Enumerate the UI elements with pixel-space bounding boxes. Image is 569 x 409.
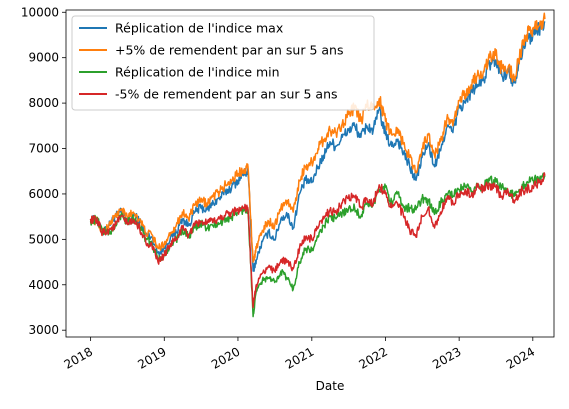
y-tick-label: 4000 [28,278,59,292]
series-line-4 [89,172,546,309]
legend-label: +5% de remendent par an sur 5 ans [115,43,343,58]
y-tick-label: 8000 [28,96,59,110]
legend-label: -5% de remendent par an sur 5 ans [115,87,338,102]
x-tick-label: 2020 [209,344,242,371]
x-tick-label: 2021 [283,344,316,371]
y-axis: 3000 4000 5000 6000 7000 8000 9000 10000 [21,5,66,337]
x-axis-label: Date [316,379,345,393]
x-tick-label: 2024 [504,344,537,371]
series-line-2 [89,12,546,263]
x-tick-label: 2019 [135,344,168,371]
series-line-3 [89,172,546,318]
y-tick-label: 5000 [28,232,59,246]
series-layer [89,12,546,318]
x-tick-label: 2023 [430,344,463,371]
legend-box [71,15,375,111]
x-axis: 2018 2019 2020 2021 2022 2023 2024 [62,337,537,372]
legend: Réplication de l'indice max +5% de remend… [71,15,375,111]
x-tick-label: 2022 [357,344,390,371]
y-tick-label: 7000 [28,142,59,156]
plot-frame [65,9,555,338]
y-tick-label: 6000 [28,187,59,201]
legend-label: Réplication de l'indice min [115,65,280,80]
y-tick-label: 10000 [21,5,59,19]
y-tick-label: 9000 [28,51,59,65]
y-tick-label: 3000 [28,323,59,337]
x-tick-label: 2018 [62,344,95,371]
legend-label: Réplication de l'indice max [115,21,283,36]
